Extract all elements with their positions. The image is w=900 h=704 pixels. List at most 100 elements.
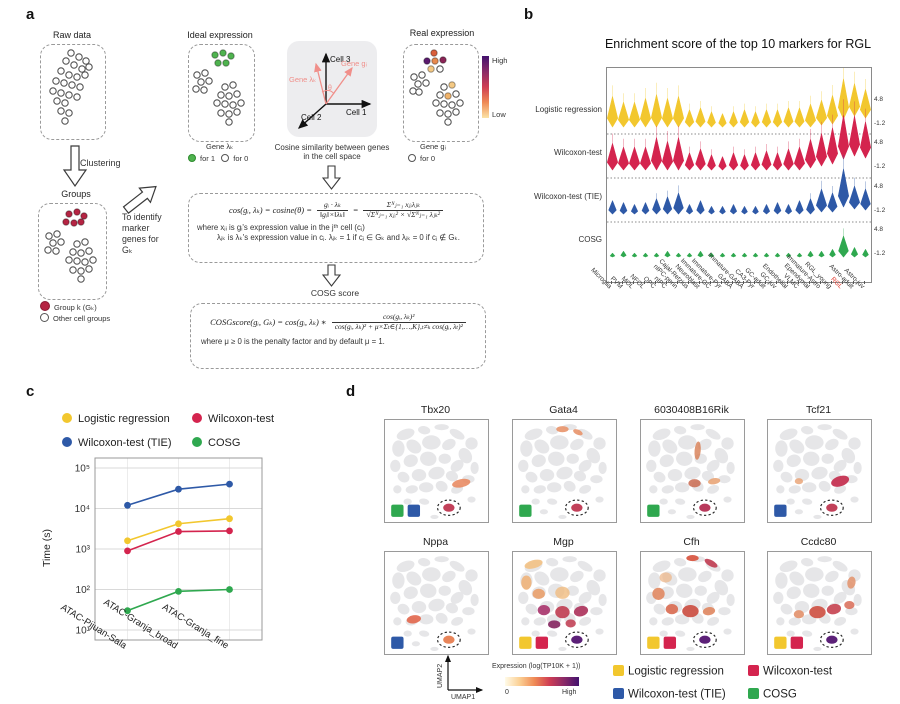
formula1-where2: λⱼₖ is λₖ's expression value in cⱼ. λⱼₖ … (217, 233, 460, 243)
expression-highlight-blob (704, 558, 718, 568)
umap-cluster-blob (579, 616, 592, 626)
cell-dot (229, 101, 237, 109)
x-tick (644, 281, 645, 284)
umap-cluster-blob (570, 438, 584, 451)
umap-cluster-blob (539, 509, 549, 515)
method-square-tie (774, 504, 787, 517)
cell-dot (418, 71, 426, 79)
right-axis-tick-label: 4.8 (874, 96, 884, 103)
formula2-where: where μ ≥ 0 is the penalty factor and by… (201, 337, 385, 347)
umap-scatter (646, 424, 735, 519)
violin (697, 251, 704, 258)
violin (741, 206, 748, 215)
umap-cluster-blob (435, 480, 448, 492)
violin (664, 251, 671, 258)
violin (774, 252, 781, 258)
data-point (175, 528, 182, 535)
cell-dot (78, 65, 86, 73)
umap-cluster-blob (445, 470, 459, 482)
groups-box (38, 203, 107, 300)
violin (662, 196, 673, 215)
umap-cluster-blob (467, 628, 476, 635)
cell-dot (73, 73, 81, 81)
violin (795, 200, 804, 215)
umap-cluster-blob (392, 572, 405, 589)
panel-d-label: d (346, 383, 356, 400)
umap-cluster-blob (850, 628, 859, 635)
umap-cluster-blob (390, 459, 401, 473)
cell-dot (65, 71, 73, 79)
umap-cluster-blob (586, 447, 601, 464)
violin (783, 107, 794, 128)
violin (807, 251, 814, 258)
cell-space-diagram: Cell 3 Cell 1 Cell 2 Gene λₖ Gene gᵢ θ (287, 41, 377, 137)
expression-highlight-blob (708, 478, 721, 485)
cell-dot (440, 100, 448, 108)
cell-dot (73, 240, 81, 248)
cell-dot (62, 218, 70, 226)
legend-dot-lr (62, 413, 72, 423)
legend-wilcoxon-tie: Wilcoxon-test (TIE) (62, 437, 172, 449)
highlight-dashed-circle (692, 631, 717, 648)
umap-cluster-blob (674, 558, 687, 567)
violin (860, 121, 872, 159)
cell-dot (436, 65, 444, 73)
panel-a-label: a (26, 6, 35, 23)
expression-highlight-blob (556, 426, 569, 433)
umap-cluster-blob (420, 583, 437, 598)
umap-title-Cfh: Cfh (683, 536, 700, 548)
legend-dot-tie (62, 437, 72, 447)
cell-dot (430, 49, 438, 57)
violin (740, 154, 749, 171)
violin (772, 152, 783, 171)
umap-cluster-blob (578, 459, 592, 472)
umap-cluster-blob (801, 558, 814, 567)
umap-cluster-blob (714, 447, 729, 464)
umap-cluster-blob (533, 617, 546, 626)
umap-cluster-blob (406, 439, 422, 454)
umap-cluster-blob (525, 603, 538, 615)
umap-cluster-blob (776, 485, 785, 494)
umap-cluster-blob (531, 498, 540, 505)
umap-cluster-blob (659, 498, 668, 505)
umap-cluster-blob (850, 496, 859, 503)
y-tick-label: 10⁴ (75, 504, 90, 515)
umap-title-Gata4: Gata4 (549, 404, 578, 416)
groups-legend-other: Other cell groups (40, 313, 110, 323)
formula1-frac2-den: √Σᴺⱼ₌₁ xⱼᵢ² × √Σᴺⱼ₌₁ λⱼₖ² (363, 209, 444, 220)
umap-cluster-blob (707, 484, 720, 494)
clustering-label: Clustering (80, 158, 121, 168)
umap-cluster-blob (595, 496, 604, 503)
cell-dot (57, 89, 65, 97)
umap-cluster-blob (578, 591, 592, 604)
violin (818, 251, 825, 258)
umap-panel-Tcf21 (767, 419, 872, 523)
umap-cluster-blob (834, 616, 847, 626)
umap-cluster-blob (788, 617, 801, 626)
umap-cluster-blob (406, 571, 422, 586)
umap-cluster-blob (533, 485, 546, 494)
umap-cluster-blob (648, 572, 661, 589)
expression-highlight-blob (532, 588, 545, 599)
for0-dot (221, 154, 230, 162)
umap-cluster-blob (411, 600, 427, 614)
violin (849, 115, 860, 157)
umap-cluster-blob (786, 498, 795, 505)
violin (772, 109, 783, 128)
umap-cluster-blob (403, 454, 418, 468)
umap-cluster-blob (405, 485, 418, 494)
data-point (226, 515, 233, 523)
umap-cluster-blob (470, 593, 479, 607)
umap-cluster-blob (562, 556, 577, 563)
umap-cluster-blob (674, 426, 687, 435)
umap-cluster-blob (418, 558, 431, 567)
violin (673, 96, 684, 128)
x-tick (765, 281, 766, 284)
right-axis-tick-label: -1.2 (874, 120, 886, 127)
violin (661, 141, 673, 171)
method-square-lr (774, 636, 787, 649)
cell-dot (427, 65, 435, 73)
cell-dot (233, 90, 241, 98)
x-tick (809, 281, 810, 284)
